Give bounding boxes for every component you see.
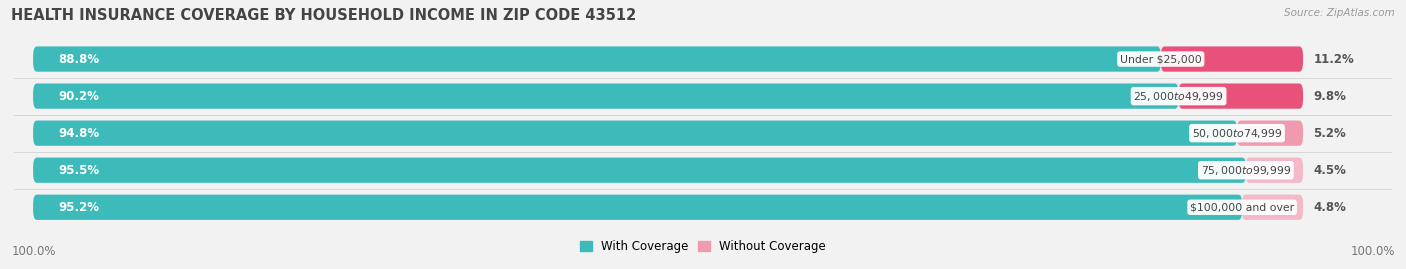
FancyBboxPatch shape (34, 158, 1303, 183)
Text: 4.8%: 4.8% (1313, 201, 1346, 214)
Text: $25,000 to $49,999: $25,000 to $49,999 (1133, 90, 1223, 102)
Text: 100.0%: 100.0% (1350, 245, 1395, 258)
Legend: With Coverage, Without Coverage: With Coverage, Without Coverage (575, 235, 831, 258)
Text: Source: ZipAtlas.com: Source: ZipAtlas.com (1284, 8, 1395, 18)
FancyBboxPatch shape (1161, 47, 1303, 72)
FancyBboxPatch shape (34, 121, 1237, 146)
FancyBboxPatch shape (34, 83, 1303, 109)
Text: $100,000 and over: $100,000 and over (1189, 202, 1294, 212)
Text: 90.2%: 90.2% (59, 90, 100, 102)
Text: 9.8%: 9.8% (1313, 90, 1346, 102)
FancyBboxPatch shape (34, 47, 1303, 72)
FancyBboxPatch shape (1178, 83, 1303, 109)
Text: Under $25,000: Under $25,000 (1121, 54, 1202, 64)
FancyBboxPatch shape (34, 195, 1303, 220)
FancyBboxPatch shape (1246, 158, 1303, 183)
FancyBboxPatch shape (1237, 121, 1303, 146)
Text: 4.5%: 4.5% (1313, 164, 1346, 177)
FancyBboxPatch shape (34, 47, 1161, 72)
FancyBboxPatch shape (34, 121, 1303, 146)
Text: 95.2%: 95.2% (59, 201, 100, 214)
FancyBboxPatch shape (1241, 195, 1303, 220)
Text: $75,000 to $99,999: $75,000 to $99,999 (1201, 164, 1291, 177)
Text: 95.5%: 95.5% (59, 164, 100, 177)
Text: $50,000 to $74,999: $50,000 to $74,999 (1192, 127, 1282, 140)
FancyBboxPatch shape (34, 195, 1241, 220)
Text: 94.8%: 94.8% (59, 127, 100, 140)
Text: 100.0%: 100.0% (11, 245, 56, 258)
Text: 11.2%: 11.2% (1313, 52, 1354, 66)
FancyBboxPatch shape (34, 83, 1178, 109)
Text: HEALTH INSURANCE COVERAGE BY HOUSEHOLD INCOME IN ZIP CODE 43512: HEALTH INSURANCE COVERAGE BY HOUSEHOLD I… (11, 8, 637, 23)
FancyBboxPatch shape (34, 158, 1246, 183)
Text: 88.8%: 88.8% (59, 52, 100, 66)
Text: 5.2%: 5.2% (1313, 127, 1346, 140)
